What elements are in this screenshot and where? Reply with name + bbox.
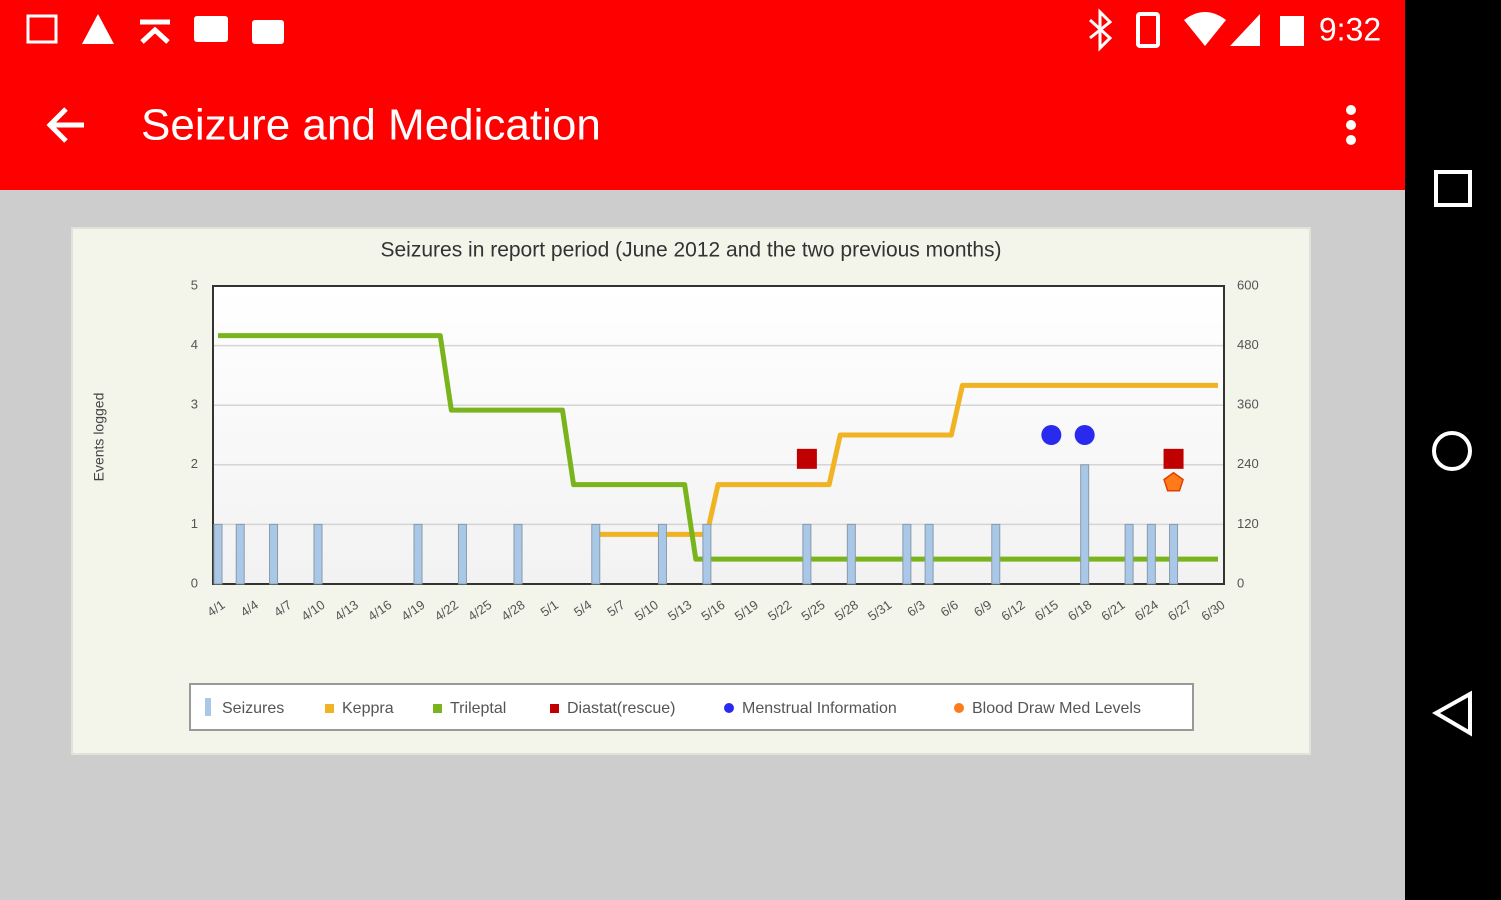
y2-tick-label: 240 [1237,456,1259,471]
legend [189,683,1194,731]
legend-label: Menstrual Information [742,700,897,717]
nav-bar [1405,0,1501,900]
y2-tick-label: 120 [1237,516,1259,531]
seizure-bar [1146,523,1156,585]
event-marker [796,448,817,469]
legend-label: Blood Draw Med Levels [972,700,1141,717]
y2-tick-label: 480 [1237,337,1259,352]
y2-tick-label: 600 [1237,277,1259,292]
overflow-menu[interactable] [1346,105,1356,145]
legend-swatch [433,704,442,713]
seizure-bar [702,523,712,585]
seizure-bar [846,523,856,585]
recents-button[interactable] [1434,170,1472,207]
event-marker [1041,425,1062,445]
y2-tick-label: 0 [1237,575,1244,590]
chart-title: Seizures in report period (June 2012 and… [380,239,1001,262]
y-axis-label: Events logged [91,393,107,482]
y-tick-label: 5 [191,277,198,292]
y-tick-label: 4 [191,337,198,352]
seizure-bar [313,523,323,585]
event-marker [1163,471,1184,492]
seizure-bar [591,523,601,585]
plot-area [213,286,1224,584]
series-line [218,333,1218,562]
seizure-bar [991,523,1001,585]
y-tick-label: 3 [191,397,198,412]
back-nav-button[interactable] [1431,690,1472,737]
seizure-bar [1124,523,1134,585]
seizure-bar [1080,464,1090,585]
seizure-bar [657,523,667,585]
seizure-bar [457,523,467,585]
series-line [595,382,1218,537]
seizure-bar [235,523,245,585]
event-marker [1074,425,1095,445]
event-marker [1163,448,1184,469]
seizure-bar [902,523,912,585]
legend-swatch [550,704,559,713]
seizure-bar [924,523,934,585]
back-button[interactable] [46,107,84,143]
seizure-bar [1169,523,1179,585]
legend-swatch [954,703,964,713]
app-bar [0,0,1405,190]
status-time: 9:32 [1319,11,1381,47]
y2-tick-label: 360 [1237,397,1259,412]
legend-swatch [325,704,334,713]
seizure-bar [213,523,223,585]
seizure-bar [413,523,423,585]
seizure-bar [802,523,812,585]
legend-label: Trileptal [450,700,506,717]
y-tick-label: 1 [191,516,198,531]
plot-border [212,285,1225,585]
y-tick-label: 2 [191,456,198,471]
seizure-bar [269,523,279,585]
legend-label: Seizures [222,700,284,717]
legend-label: Diastat(rescue) [567,700,675,717]
legend-swatch [205,698,211,716]
y-tick-label: 0 [191,575,198,590]
home-button[interactable] [1432,431,1472,471]
legend-swatch [724,703,734,713]
seizure-bar [513,523,523,585]
app-title: Seizure and Medication [141,101,601,150]
status-icons [26,8,1304,52]
legend-label: Keppra [342,700,394,717]
